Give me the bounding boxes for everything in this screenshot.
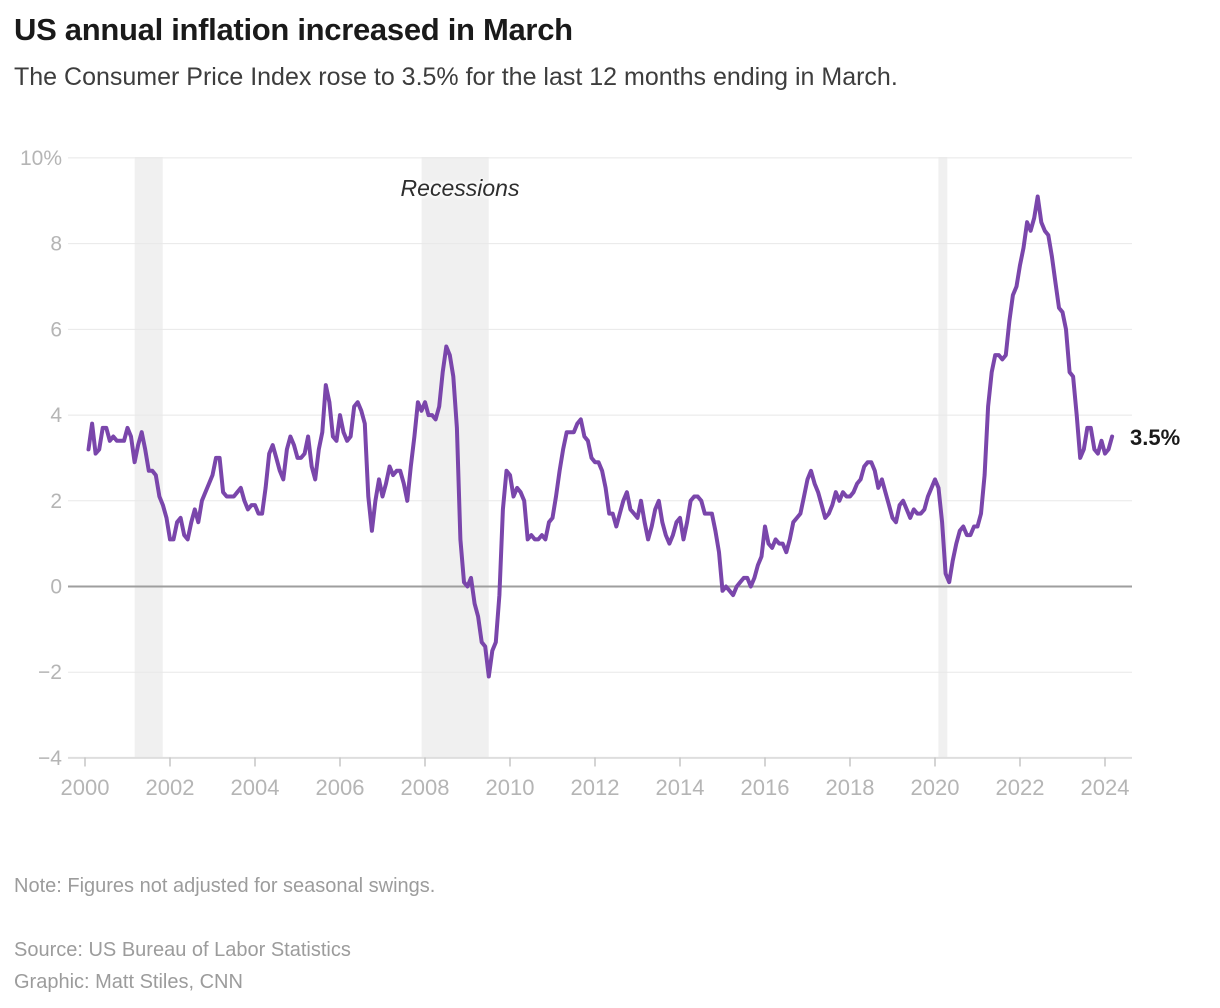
cpi-line xyxy=(86,194,1115,679)
recession-band xyxy=(134,157,163,758)
chart-note: Note: Figures not adjusted for seasonal … xyxy=(14,875,436,897)
x-tick-label: 2010 xyxy=(486,775,535,800)
y-tick-label: 0 xyxy=(50,576,62,599)
chart-subtitle: The Consumer Price Index rose to 3.5% fo… xyxy=(14,63,898,91)
x-tick-label: 2000 xyxy=(61,775,110,800)
recessions-annotation: Recessions xyxy=(400,175,520,201)
y-tick-label: −4 xyxy=(38,747,62,770)
x-tick-label: 2024 xyxy=(1081,775,1130,800)
y-tick-label: 8 xyxy=(50,233,62,256)
y-tick-label: 10% xyxy=(20,147,62,170)
y-tick-label: 4 xyxy=(50,404,62,427)
y-tick-label: −2 xyxy=(38,661,62,684)
x-tick-label: 2020 xyxy=(911,775,960,800)
x-tick-label: 2006 xyxy=(316,775,365,800)
x-tick-label: 2004 xyxy=(231,775,280,800)
x-tick-label: 2018 xyxy=(826,775,875,800)
x-tick-label: 2016 xyxy=(741,775,790,800)
x-tick-label: 2008 xyxy=(401,775,450,800)
chart-credit: Graphic: Matt Stiles, CNN xyxy=(14,971,243,993)
recession-band xyxy=(938,157,948,758)
y-tick-label: 6 xyxy=(50,318,62,341)
latest-value-label: 3.5% xyxy=(1130,425,1181,450)
x-tick-label: 2022 xyxy=(996,775,1045,800)
x-tick-label: 2012 xyxy=(571,775,620,800)
chart-title: US annual inflation increased in March xyxy=(14,12,573,47)
y-tick-label: 2 xyxy=(50,490,62,513)
chart-source: Source: US Bureau of Labor Statistics xyxy=(14,939,351,961)
x-tick-label: 2014 xyxy=(656,775,705,800)
recession-band xyxy=(421,157,489,758)
x-tick-label: 2002 xyxy=(146,775,195,800)
